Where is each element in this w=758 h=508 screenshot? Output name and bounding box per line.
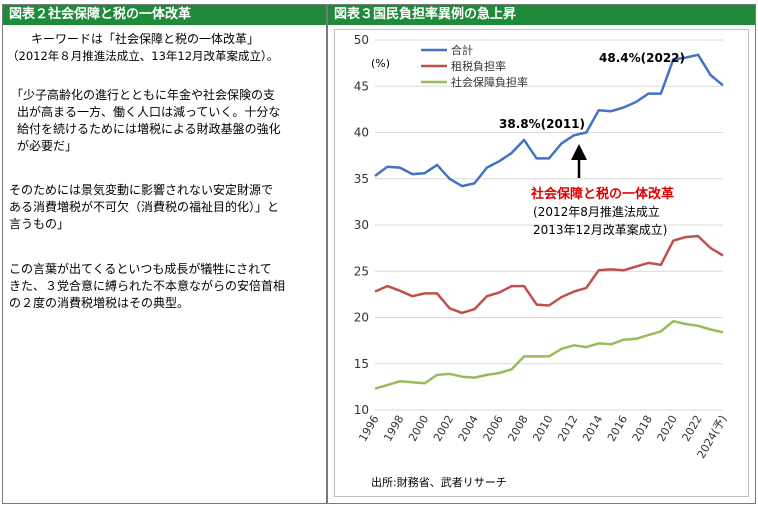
paragraph-line: 言うもの」 <box>9 217 70 231</box>
paragraph-line: きた、３党合意に縛られた不本意ながらの安倍首相 <box>9 279 286 293</box>
left-panel: 図表２社会保障と税の一体改革 キーワードは「社会保障と税の一体改革」 （2012… <box>2 4 327 504</box>
legend-label: 社会保障負担率 <box>451 75 528 89</box>
y-tick-label: 10 <box>354 403 369 417</box>
x-tick-label: 1996 <box>356 413 381 444</box>
y-tick-label: 15 <box>354 357 369 371</box>
quote-line: 給付を続けるためには増税による財政基盤の強化 <box>17 122 281 136</box>
arrow-head <box>571 144 587 160</box>
left-panel-header: 図表２社会保障と税の一体改革 <box>3 5 326 25</box>
y-tick-label: 40 <box>354 126 369 140</box>
paragraph-line: の２度の消費税増税はその典型。 <box>9 296 190 310</box>
series-line <box>374 319 724 390</box>
right-panel: 図表３国民負担率異例の急上昇 10 15 20 25 30 35 40 45 50 1996 19… <box>327 4 756 504</box>
y-tick-label: 20 <box>354 311 369 325</box>
x-tick-label: 2016 <box>605 413 630 444</box>
y-tick-label: 25 <box>354 264 369 278</box>
paragraph-line: そのためには景気変動に影響されない安定財源で <box>9 183 274 197</box>
series-line <box>374 53 724 188</box>
x-tick-label: 2006 <box>481 413 506 444</box>
quote-line: が必要だ」 <box>17 139 78 153</box>
x-tick-label: 2004 <box>456 413 481 444</box>
keyword-date-line: （2012年８月推進法成立、13年12月改革案成立）。 <box>7 49 279 63</box>
x-tick-label: 2014 <box>580 413 605 444</box>
chart-frame: 10 15 20 25 30 35 40 45 50 1996 1998 2000 2002 2004 2… <box>334 29 749 497</box>
source-note: 出所:財務省、武者リサーチ <box>371 475 507 489</box>
x-tick-label: 2000 <box>406 413 431 444</box>
legend-label: 租税負担率 <box>451 59 506 73</box>
annotation-2022: 48.4%(2022) <box>599 51 685 65</box>
x-tick-label: 2018 <box>630 413 655 444</box>
annotation-2011: 38.8%(2011) <box>499 117 585 131</box>
keyword-line: キーワードは「社会保障と税の一体改革」 <box>31 32 260 46</box>
reform-annotation-line: 2013年12月改革案成立) <box>533 222 668 237</box>
y-tick-label: 50 <box>354 33 369 47</box>
reform-annotation-line: (2012年8月推進法成立 <box>533 204 660 219</box>
legend-label: 合計 <box>451 43 473 57</box>
x-tick-label: 2020 <box>655 413 680 444</box>
paragraph-line: ある消費増税が不可欠（消費税の福祉目的化）」と <box>9 200 280 214</box>
paragraph-line: この言葉が出てくるといつも成長が犠牲にされて <box>9 262 272 276</box>
quote-line: 出が高まる一方、働く人口は減っていく。十分な <box>17 105 281 119</box>
chart-panel-header: 図表３国民負担率異例の急上昇 <box>328 5 755 25</box>
x-tick-label: 1998 <box>381 413 406 444</box>
x-tick-label: 2022 <box>679 413 704 444</box>
y-tick-label: 45 <box>354 79 369 93</box>
x-tick-label: 2010 <box>530 413 555 444</box>
quote-line: 「少子高齢化の進行とともに年金や社会保険の支 <box>11 88 276 102</box>
x-tick-label: 2002 <box>431 413 456 444</box>
reform-annotation-title: 社会保障と税の一体改革 <box>530 186 674 202</box>
x-tick-label: 2008 <box>505 413 530 444</box>
x-tick-label: 2012 <box>555 413 580 444</box>
series-line <box>374 234 724 315</box>
y-unit-label: (%) <box>371 57 390 70</box>
y-tick-label: 35 <box>354 172 369 186</box>
y-tick-label: 30 <box>354 218 369 232</box>
